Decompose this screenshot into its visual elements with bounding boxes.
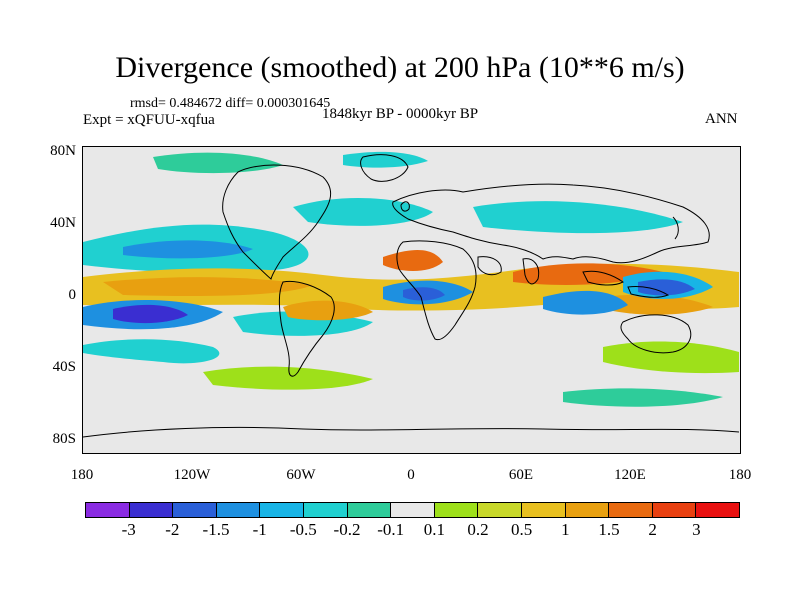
colorbar-label: 0.5 xyxy=(511,520,533,539)
x-tick-label: 120E xyxy=(614,467,646,483)
season-label: ANN xyxy=(705,111,738,127)
x-tick-label: 180 xyxy=(728,467,752,483)
colorbar-swatch xyxy=(609,503,653,517)
colorbar-label: -0.2 xyxy=(333,520,361,539)
colorbar-swatch xyxy=(173,503,217,517)
colorbar-label: -3 xyxy=(121,520,136,539)
colorbar-swatch xyxy=(521,503,566,517)
colorbar-swatch xyxy=(303,503,348,517)
colorbar-label: 0.1 xyxy=(423,520,445,539)
colorbar-swatch xyxy=(347,503,392,517)
colorbar-label: 3 xyxy=(692,520,701,539)
colorbar-label: 1.5 xyxy=(598,520,620,539)
colorbar-label: -0.5 xyxy=(289,520,317,539)
colorbar-swatch xyxy=(652,503,697,517)
colorbar-label: -2 xyxy=(165,520,180,539)
colorbar-swatch xyxy=(391,503,435,517)
colorbar xyxy=(85,502,740,518)
colorbar-swatch xyxy=(86,503,130,517)
divergence-map xyxy=(82,146,741,454)
y-tick-label: 80S xyxy=(52,431,76,447)
colorbar-swatch xyxy=(565,503,610,517)
colorbar-label: 1 xyxy=(561,520,570,539)
colorbar-swatch xyxy=(434,503,479,517)
x-tick-label: 0 xyxy=(407,467,415,483)
colorbar-label: -1 xyxy=(252,520,267,539)
stats-label: rmsd= 0.484672 diff= 0.000301645 xyxy=(130,96,331,111)
colorbar-label: 2 xyxy=(648,520,657,539)
x-tick-label: 60E xyxy=(508,467,534,483)
colorbar-label: 0.2 xyxy=(467,520,489,539)
experiment-label: Expt = xQFUU-xqfua xyxy=(83,112,215,128)
coastlines xyxy=(83,154,739,438)
colorbar-swatch xyxy=(260,503,304,517)
x-tick-label: 120W xyxy=(173,467,211,483)
y-tick-label: 80N xyxy=(50,143,76,159)
colorbar-label: -0.1 xyxy=(377,520,405,539)
x-tick-label: 180 xyxy=(70,467,94,483)
colorbar-swatch xyxy=(216,503,261,517)
x-tick-label: 60W xyxy=(286,467,316,483)
divergence-contour-fills xyxy=(83,151,739,407)
y-tick-label: 40S xyxy=(52,359,76,375)
y-tick-label: 40N xyxy=(50,215,76,231)
y-tick-label: 0 xyxy=(68,287,77,303)
plot-title: Divergence (smoothed) at 200 hPa (10**6 … xyxy=(115,51,685,84)
colorbar-swatch xyxy=(696,503,739,517)
colorbar-swatch xyxy=(129,503,174,517)
period-label: 1848kyr BP - 0000kyr BP xyxy=(322,106,479,122)
colorbar-swatch xyxy=(478,503,522,517)
colorbar-label: -1.5 xyxy=(202,520,230,539)
